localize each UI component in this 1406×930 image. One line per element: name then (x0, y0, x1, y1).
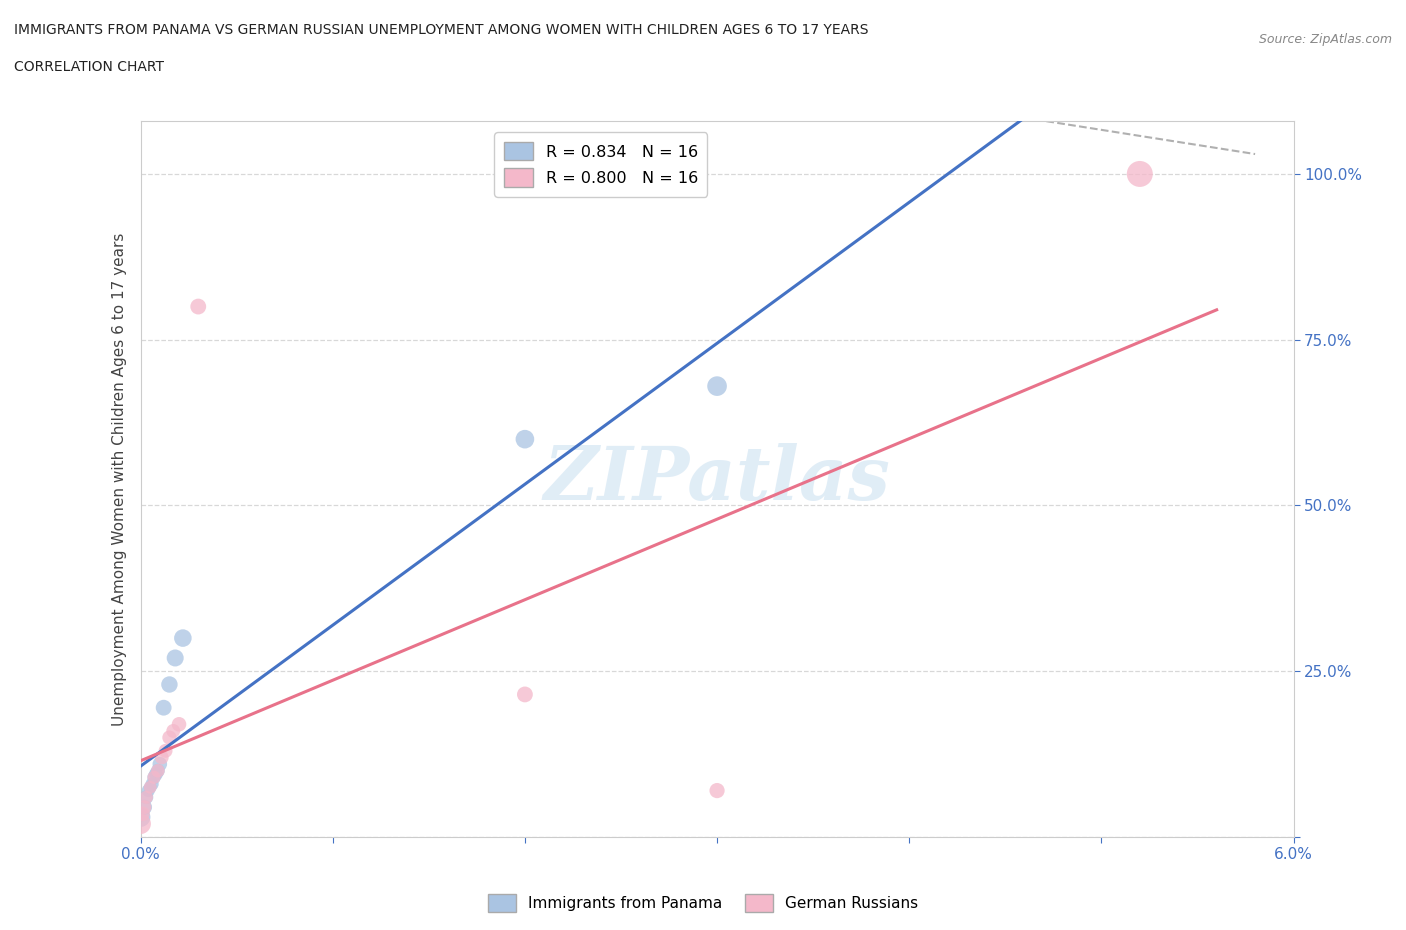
Point (139, 780, 162, 795)
Point (149, 757, 172, 772)
Point (145, 766, 167, 781)
Point (143, 770, 166, 785)
Text: IMMIGRANTS FROM PANAMA VS GERMAN RUSSIAN UNEMPLOYMENT AMONG WOMEN WITH CHILDREN : IMMIGRANTS FROM PANAMA VS GERMAN RUSSIAN… (14, 23, 869, 37)
Point (129, 817, 152, 831)
Text: Source: ZipAtlas.com: Source: ZipAtlas.com (1258, 33, 1392, 46)
Point (167, 717, 190, 732)
Text: CORRELATION CHART: CORRELATION CHART (14, 60, 165, 74)
Point (134, 800, 156, 815)
Point (146, 764, 169, 778)
Point (706, 783, 728, 798)
Point (513, 432, 536, 446)
Point (141, 777, 163, 791)
Text: ZIPatlas: ZIPatlas (544, 443, 890, 515)
Point (165, 651, 187, 666)
Legend: R = 0.834   N = 16, R = 0.800   N = 16: R = 0.834 N = 16, R = 0.800 N = 16 (495, 132, 707, 196)
Point (513, 687, 536, 702)
Point (159, 677, 180, 692)
Y-axis label: Unemployment Among Women with Children Ages 6 to 17 years: Unemployment Among Women with Children A… (111, 232, 127, 725)
Point (131, 806, 153, 821)
Point (172, 631, 194, 645)
Point (146, 764, 169, 778)
Point (152, 700, 174, 715)
Legend: Immigrants from Panama, German Russians: Immigrants from Panama, German Russians (482, 888, 924, 918)
Point (155, 743, 177, 758)
Point (129, 810, 152, 825)
Point (136, 783, 159, 798)
Point (706, 379, 728, 393)
Point (159, 730, 180, 745)
Point (162, 724, 184, 738)
Point (135, 790, 157, 804)
Point (150, 750, 173, 764)
Point (187, 299, 209, 314)
Point (135, 790, 157, 804)
Point (134, 800, 156, 815)
Point (1129, 166, 1152, 181)
Point (139, 780, 162, 795)
Point (143, 770, 166, 785)
